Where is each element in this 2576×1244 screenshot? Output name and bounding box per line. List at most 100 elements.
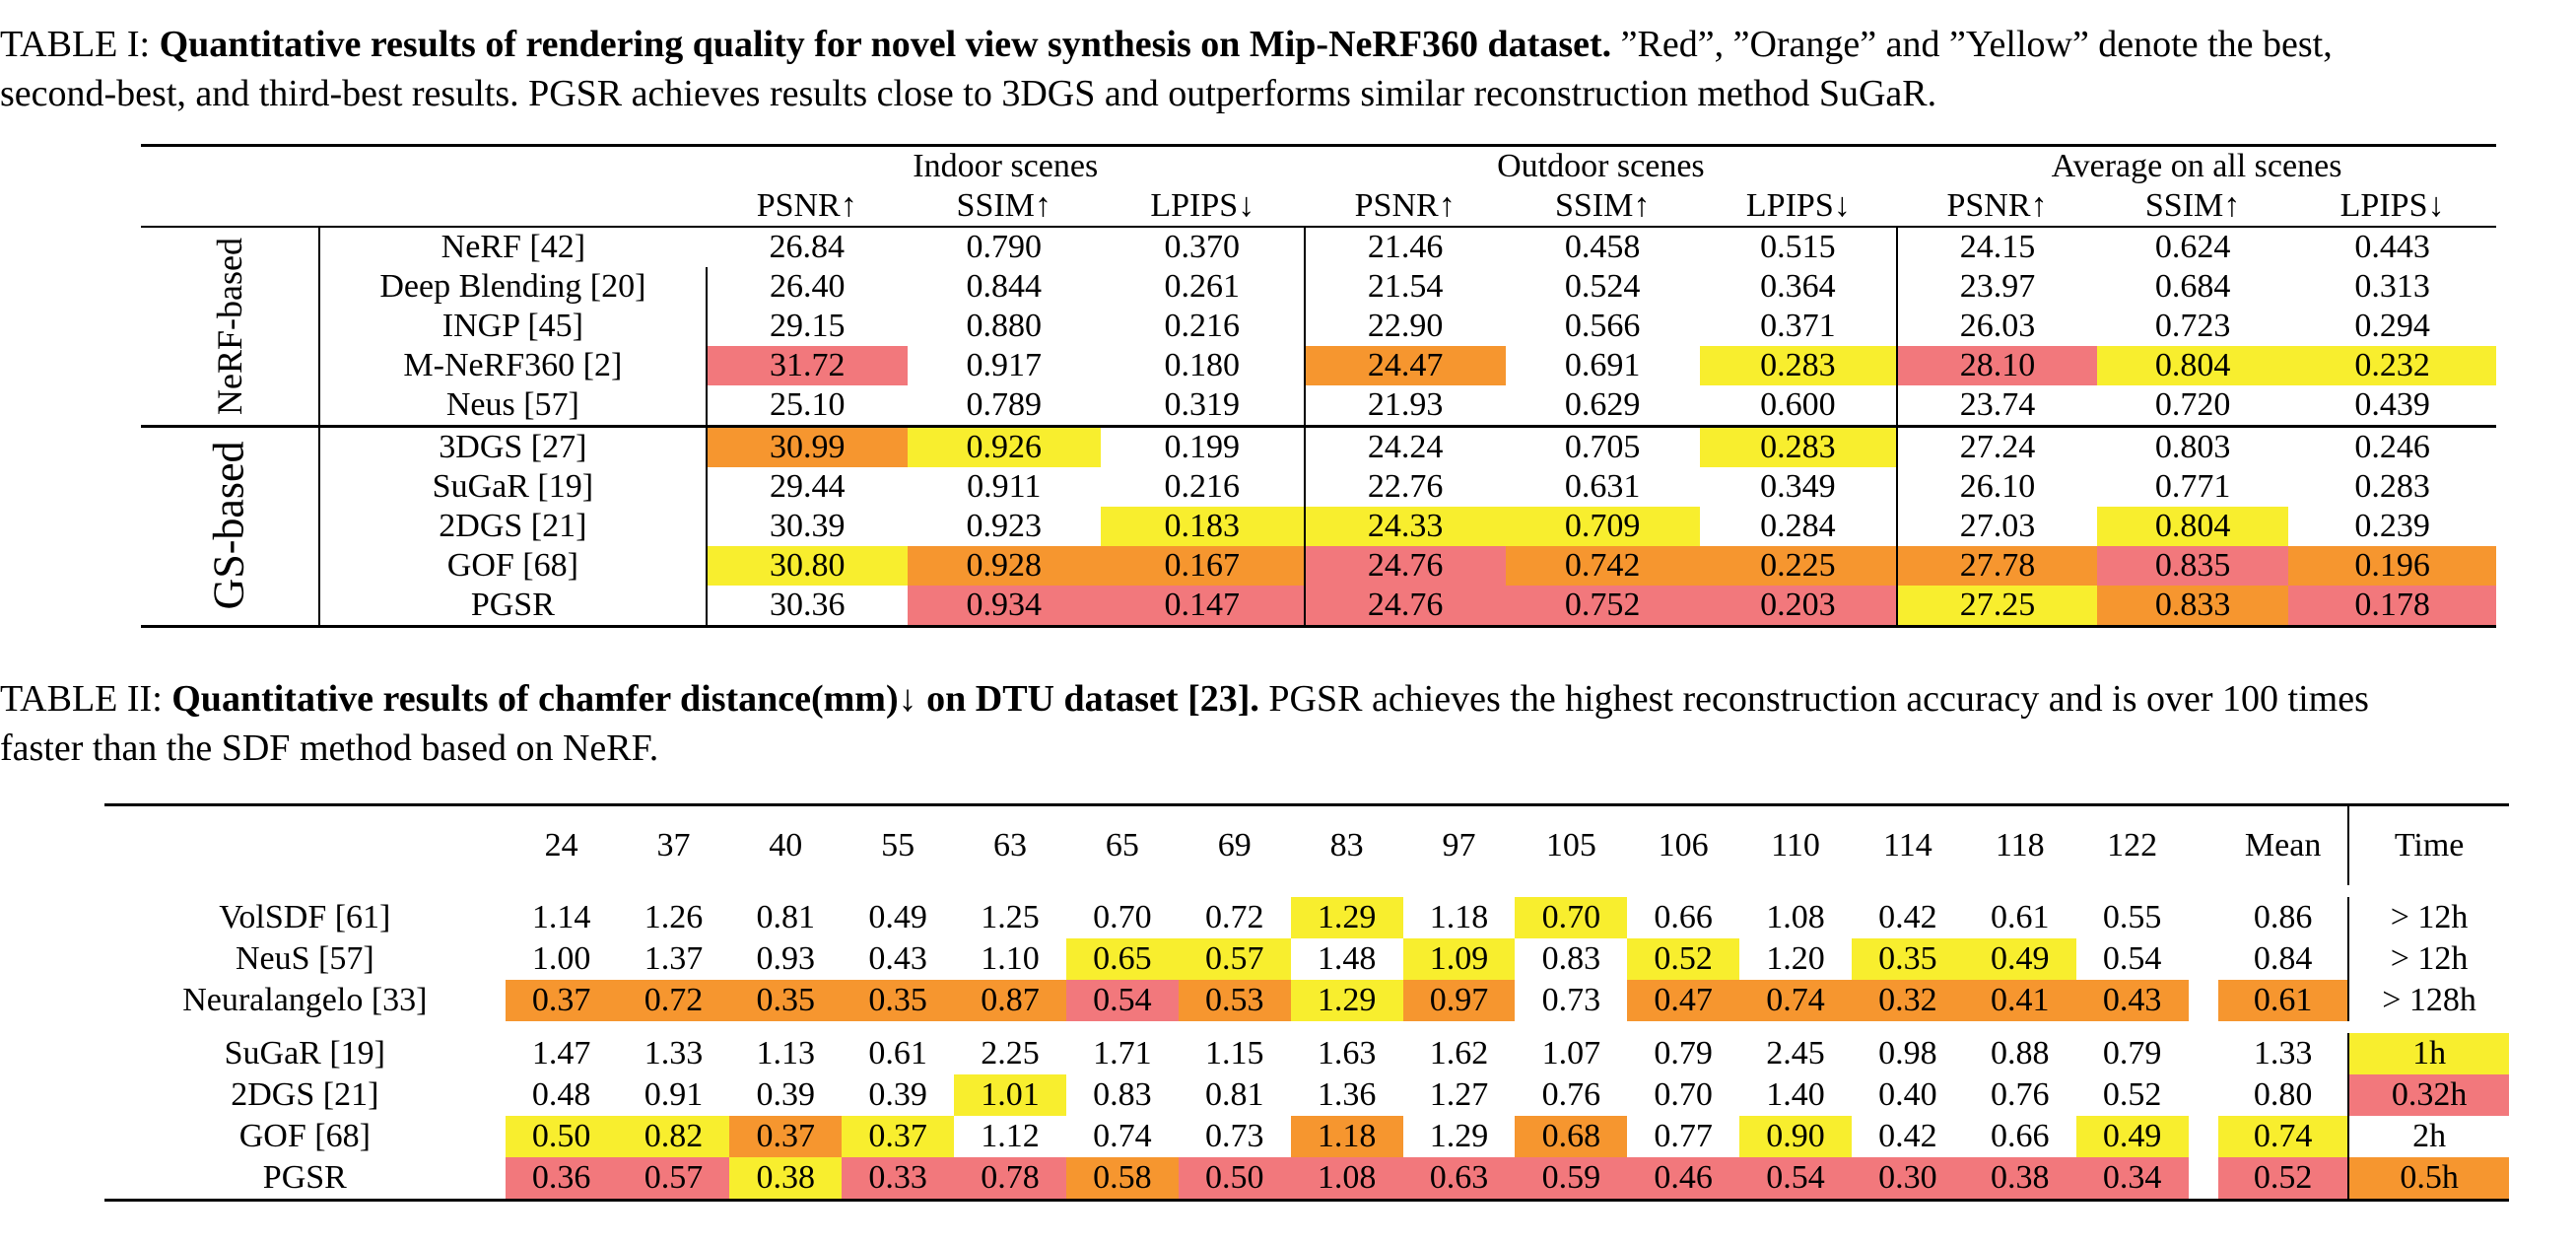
metric-cell: 0.371 [1700, 307, 1897, 346]
chamfer-cell: 0.63 [1402, 1157, 1516, 1201]
chamfer-cell: 0.97 [1402, 980, 1516, 1027]
metric-cell: 31.72 [707, 346, 908, 385]
table-row: SuGaR [19] 1.47 1.33 1.13 0.61 2.25 1.71 1.15 1.… [104, 1027, 2509, 1074]
chamfer-cell: 1.29 [1290, 891, 1403, 938]
metric-value: 0.371 [1760, 308, 1836, 344]
chamfer-cell: 0.49 [2075, 1116, 2189, 1157]
table2: 24 37 40 55 63 65 69 83 97 105 106 110 114 118 122 Mean… [104, 803, 2509, 1202]
chamfer-cell: 0.72 [1204, 899, 1264, 935]
metric-cell: 0.364 [1700, 267, 1897, 307]
metric-cell: 0.566 [1506, 307, 1700, 346]
group-header-average: Average on all scenes [2051, 148, 2342, 184]
chamfer-cell: 0.55 [2102, 899, 2162, 935]
metric-cell: 0.804 [2096, 507, 2289, 546]
table2-gs-section: SuGaR [19] 1.47 1.33 1.13 0.61 2.25 1.71 1.15 1.… [104, 1027, 2509, 1201]
mean-cell: 0.74 [2218, 1116, 2349, 1157]
metric-value: 28.10 [1898, 346, 2097, 385]
metric-cell: 0.239 [2288, 507, 2496, 546]
chamfer-cell: 0.54 [1065, 980, 1179, 1027]
metric-value: 21.93 [1367, 386, 1444, 423]
spacer-cell [2189, 1027, 2219, 1074]
chamfer-cell: 0.58 [1065, 1157, 1179, 1201]
time-cell: > 128h [2347, 980, 2509, 1027]
metric-value: 0.439 [2354, 386, 2430, 423]
chamfer-cell: 0.74 [1739, 980, 1852, 1027]
chamfer-cell: 0.30 [1851, 1157, 1964, 1201]
chamfer-cell: 0.33 [842, 1157, 955, 1201]
metric-cell: 23.74 [1896, 385, 2097, 427]
chamfer-cell: 0.49 [1963, 938, 2076, 980]
chamfer-cell: 1.48 [1317, 940, 1377, 977]
metric-cell: 0.629 [1506, 385, 1700, 427]
mean-cell: 1.33 [2253, 1035, 2313, 1071]
metric-value: 0.199 [1164, 429, 1240, 465]
corner-cell [104, 805, 506, 892]
chamfer-cell: 0.78 [954, 1157, 1066, 1201]
chamfer-cell: 0.61 [1991, 899, 2050, 935]
metric-header: SSIM↑ [1554, 187, 1651, 224]
chamfer-cell: 0.83 [1093, 1076, 1152, 1113]
table-row: M-NeRF360 [2] 31.72 0.917 0.180 24.47 0.691 0.… [141, 346, 2496, 385]
time-cell: 1h [2347, 1027, 2509, 1074]
scan-header: 122 [2107, 827, 2158, 864]
scan-header: 65 [1105, 827, 1139, 864]
chamfer-cell: 1.18 [1429, 899, 1489, 935]
scan-header: 37 [656, 827, 691, 864]
metric-value: 21.46 [1367, 229, 1444, 265]
metric-cell: 0.934 [907, 586, 1101, 627]
metric-value: 26.03 [1959, 308, 2036, 344]
time-cell: 0.32h [2347, 1074, 2509, 1116]
table-row: PGSR 30.36 0.934 0.147 24.76 0.752 0.203 27.25 0… [141, 586, 2496, 627]
metric-cell: 21.54 [1303, 267, 1506, 307]
chamfer-cell: 0.66 [1654, 899, 1713, 935]
metric-cell: 30.80 [707, 546, 908, 586]
metric-cell: 0.789 [908, 385, 1101, 427]
chamfer-cell: 0.88 [1991, 1035, 2050, 1071]
method-name: 3DGS [27] [318, 426, 708, 467]
scan-header: 118 [1995, 827, 2045, 864]
spacer-cell [2189, 1074, 2219, 1116]
metric-cell: 27.24 [1896, 426, 2097, 467]
scan-header: 105 [1545, 827, 1596, 864]
mean-cell: 0.86 [2253, 899, 2313, 935]
metric-cell: 23.97 [1896, 267, 2097, 307]
group-header-indoor: Indoor scenes [913, 148, 1099, 184]
table2-header: 24 37 40 55 63 65 69 83 97 105 106 110 114 118 122 Mean… [104, 804, 2509, 892]
metric-value: 0.196 [2288, 546, 2496, 586]
metric-cell: 0.720 [2097, 385, 2288, 427]
metric-cell: 0.804 [2096, 346, 2289, 385]
metric-cell: 0.790 [908, 227, 1101, 267]
metric-value: 0.771 [2154, 468, 2231, 505]
metric-cell: 0.180 [1101, 346, 1305, 385]
chamfer-cell: 1.15 [1204, 1035, 1264, 1071]
method-name: SuGaR [19] [318, 467, 708, 507]
metric-header: PSNR↑ [1946, 187, 2048, 224]
metric-cell: 0.283 [1699, 427, 1897, 467]
method-name: Deep Blending [20] [318, 267, 708, 307]
table1-caption-prefix: TABLE I: [0, 24, 160, 65]
metric-value: 0.167 [1100, 546, 1304, 586]
metric-cell: 0.923 [908, 507, 1101, 546]
metric-value: 26.10 [1959, 468, 2036, 505]
scan-header: 97 [1442, 827, 1476, 864]
table2-caption-line2: faster than the SDF method based on NeRF… [0, 727, 659, 769]
metric-cell: 0.261 [1101, 267, 1305, 307]
chamfer-cell: 0.41 [1963, 980, 2076, 1027]
metric-value: 23.74 [1959, 386, 2036, 423]
chamfer-cell: 2.45 [1766, 1035, 1825, 1071]
chamfer-cell: 0.38 [729, 1157, 843, 1201]
metric-cell: 0.631 [1506, 467, 1700, 507]
chamfer-cell: 0.77 [1654, 1118, 1713, 1154]
chamfer-cell: 0.87 [954, 980, 1066, 1027]
chamfer-cell: 1.07 [1541, 1035, 1601, 1071]
metric-value: 0.283 [1699, 346, 1896, 385]
metric-cell: 26.84 [707, 227, 908, 267]
metric-value: 0.294 [2354, 308, 2430, 344]
chamfer-cell: 1.14 [531, 899, 591, 935]
metric-value: 0.631 [1564, 468, 1641, 505]
metric-value: 0.684 [2154, 268, 2231, 305]
metric-cell: 26.03 [1896, 307, 2097, 346]
metric-cell: 22.90 [1303, 307, 1506, 346]
metric-value: 0.216 [1164, 468, 1240, 505]
table-row: 2DGS [21] 30.39 0.923 0.183 24.33 0.709 0.284 2… [141, 507, 2496, 546]
